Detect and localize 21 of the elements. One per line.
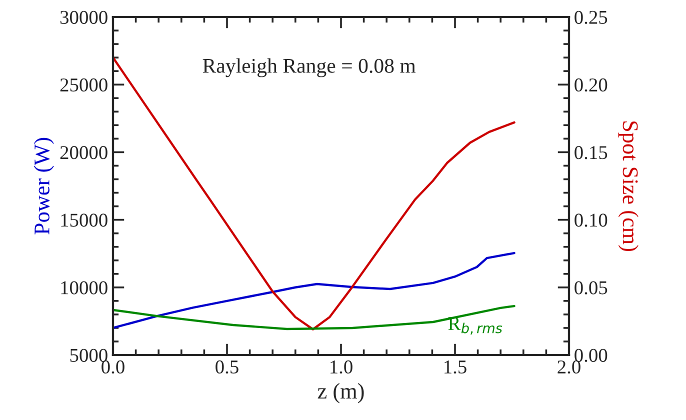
x-tick-label: 1.0 (330, 360, 352, 374)
x-tick-label: 0.5 (216, 360, 238, 374)
y2-tick-label: 0.20 (574, 78, 608, 92)
y-tick-label: 30000 (60, 10, 108, 24)
y2-axis-title: Spot Size (cm) (618, 121, 638, 252)
x-tick-label: 0.0 (102, 360, 124, 374)
x-tick-label: 1.5 (444, 360, 466, 374)
y2-tick-label: 0.25 (574, 10, 608, 24)
y2-tick-label: 0.10 (574, 214, 608, 227)
y-tick-label: 20000 (60, 146, 108, 160)
x-axis-title: z (m) (318, 383, 364, 404)
y-axis-title: Power (W) (34, 138, 54, 234)
y-tick-label: 25000 (60, 78, 108, 92)
y2-tick-label: 0.00 (574, 348, 608, 362)
y-tick-label: 5000 (70, 348, 108, 362)
y2-tick-label: 0.15 (574, 146, 608, 160)
annotation: Rayleigh Range = 0.08 m (202, 58, 416, 78)
y2-tick-label: 0.05 (574, 281, 608, 294)
x-tick-label: 2.0 (558, 360, 580, 374)
y-tick-label: 15000 (61, 214, 108, 227)
y-tick-label: 10000 (61, 281, 108, 294)
